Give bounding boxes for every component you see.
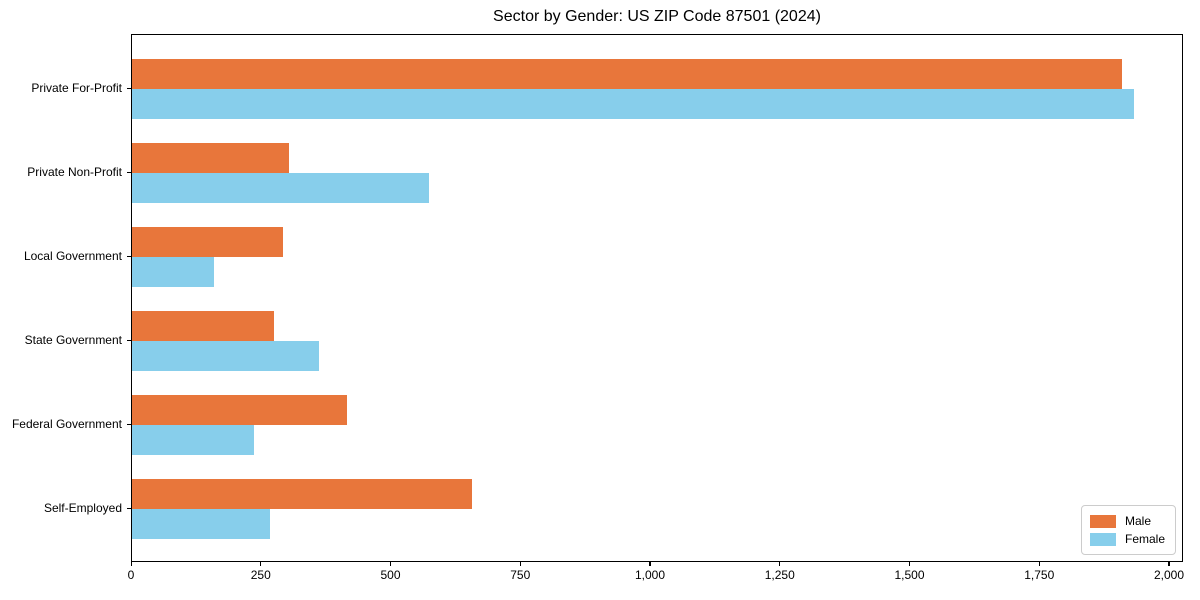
bar-male [132, 59, 1122, 89]
bar-female [132, 173, 429, 203]
bar-female [132, 89, 1135, 119]
legend-item-male: Male [1089, 512, 1165, 530]
bar-male [132, 479, 472, 509]
y-tick-label: State Government [24, 333, 122, 347]
legend-label: Female [1124, 532, 1165, 546]
x-tick-mark [779, 562, 781, 566]
x-tick-label: 250 [250, 568, 271, 582]
y-tick-mark [127, 507, 131, 509]
x-tick-mark [908, 562, 911, 566]
x-tick-label: 1,750 [1024, 568, 1055, 582]
y-tick-mark [127, 171, 131, 173]
legend: Male Female [1080, 505, 1176, 555]
bar-male [132, 227, 283, 257]
bar-male [132, 143, 289, 173]
y-tick-mark [127, 339, 131, 341]
y-tick-mark [127, 423, 131, 425]
legend-label: Male [1124, 514, 1151, 528]
x-tick-mark [519, 562, 521, 566]
x-tick-label: 1,500 [894, 568, 925, 582]
y-tick-label: Local Government [23, 249, 122, 263]
bar-female [132, 257, 214, 287]
bar-female [132, 509, 271, 539]
y-tick-label: Federal Government [11, 417, 122, 431]
x-tick-mark [649, 562, 651, 566]
legend-swatch-male [1089, 514, 1116, 528]
x-tick-mark [260, 562, 262, 566]
x-tick-label: 750 [510, 568, 531, 582]
bar-male [132, 311, 275, 341]
x-tick-mark [1038, 562, 1040, 566]
bar-male [132, 395, 347, 425]
y-tick-label: Private Non-Profit [27, 165, 122, 179]
x-tick-label: 500 [380, 568, 401, 582]
y-tick-label: Self-Employed [43, 501, 122, 515]
bars-layer [132, 35, 1182, 561]
legend-swatch-female [1089, 532, 1116, 546]
x-tick-label: 1,000 [634, 568, 665, 582]
y-tick-mark [127, 87, 131, 89]
plot-area: Male Female [131, 34, 1183, 562]
legend-item-female: Female [1089, 530, 1165, 548]
bar-female [132, 425, 254, 455]
y-tick-mark [127, 255, 131, 257]
x-tick-label: 2,000 [1153, 568, 1184, 582]
x-tick-label: 0 [127, 568, 135, 582]
bar-female [132, 341, 319, 371]
chart-title: Sector by Gender: US ZIP Code 87501 (202… [493, 8, 821, 25]
x-tick-label: 1,250 [764, 568, 795, 582]
x-tick-mark [1168, 562, 1170, 566]
x-tick-mark [389, 562, 392, 566]
y-tick-label: Private For-Profit [31, 81, 122, 95]
x-tick-mark [130, 562, 132, 566]
